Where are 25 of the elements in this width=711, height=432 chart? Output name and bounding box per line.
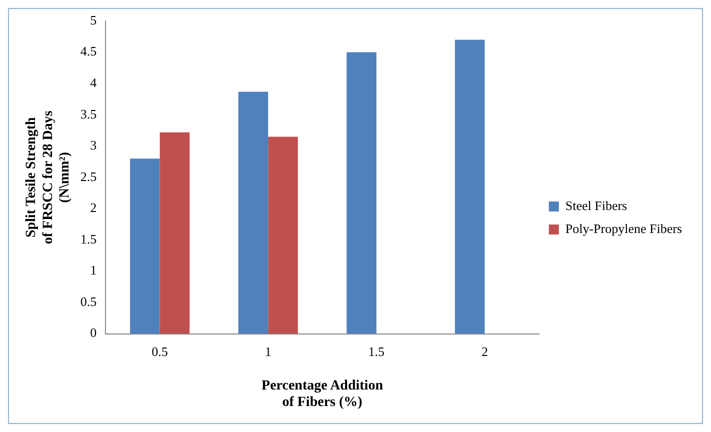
y-tick-label: 3 <box>90 138 97 153</box>
x-tick-label: 1 <box>264 344 272 360</box>
y-tick-label: 0.5 <box>80 294 97 309</box>
bar <box>454 40 485 334</box>
y-tick-label: 5 <box>90 12 97 28</box>
bar <box>238 92 268 334</box>
x-axis-title: Percentage Addition of Fibers (%) <box>262 378 384 410</box>
y-tick-label: 1 <box>90 262 97 278</box>
y-tick-label: 2.5 <box>80 168 97 184</box>
legend-label: Poly-Propylene Fibers <box>565 220 682 236</box>
y-tick-label: 1.5 <box>80 231 97 246</box>
bar <box>268 136 298 334</box>
legend-label: Steel Fibers <box>565 198 628 213</box>
y-axis-title: Split Tesile Strength of FRSCC for 28 Days (N\mm²) <box>24 110 73 244</box>
y-tick-label: 4.5 <box>80 44 97 59</box>
x-tick-label: 1.5 <box>368 344 385 360</box>
y-tick-label: 4 <box>90 74 98 90</box>
x-tick-label: 2 <box>481 344 488 360</box>
bar <box>160 132 190 334</box>
y-tick-label: 2 <box>90 200 97 216</box>
bar <box>346 52 376 334</box>
x-tick-label: 0.5 <box>152 344 168 360</box>
y-tick-label: 3.5 <box>80 106 97 122</box>
bar <box>130 158 160 334</box>
y-tick-label: 0 <box>90 325 97 340</box>
